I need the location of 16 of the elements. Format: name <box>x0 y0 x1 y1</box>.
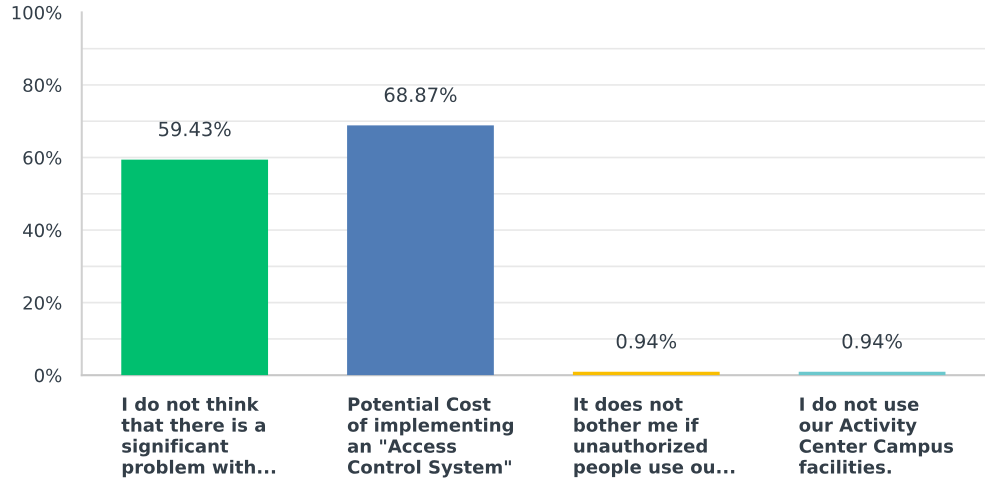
y-tick-label: 40% <box>23 224 62 238</box>
x-tick-label: It does not bother me if unauthorized people use ou... <box>574 396 734 478</box>
data-label: 0.94% <box>616 334 676 349</box>
data-label: 0.94% <box>842 334 902 349</box>
y-tick-label: 60% <box>23 150 62 165</box>
bar <box>121 160 268 376</box>
x-tick-label: I do not think that there is a significant problem with... <box>122 396 276 478</box>
y-tick-label: 20% <box>24 296 62 310</box>
x-tick-label: I do not use our Activity Center Campus facilities. <box>799 396 954 474</box>
bar <box>347 125 494 376</box>
y-tick-label: 0% <box>34 368 62 382</box>
x-tick-label: Potential Cost of implementing an "Access Control System" <box>348 396 513 478</box>
data-label: 59.43% <box>159 122 231 136</box>
data-label: 68.87% <box>384 87 456 102</box>
y-tick-label: 80% <box>23 78 62 92</box>
y-tick-label: 100% <box>12 6 62 20</box>
